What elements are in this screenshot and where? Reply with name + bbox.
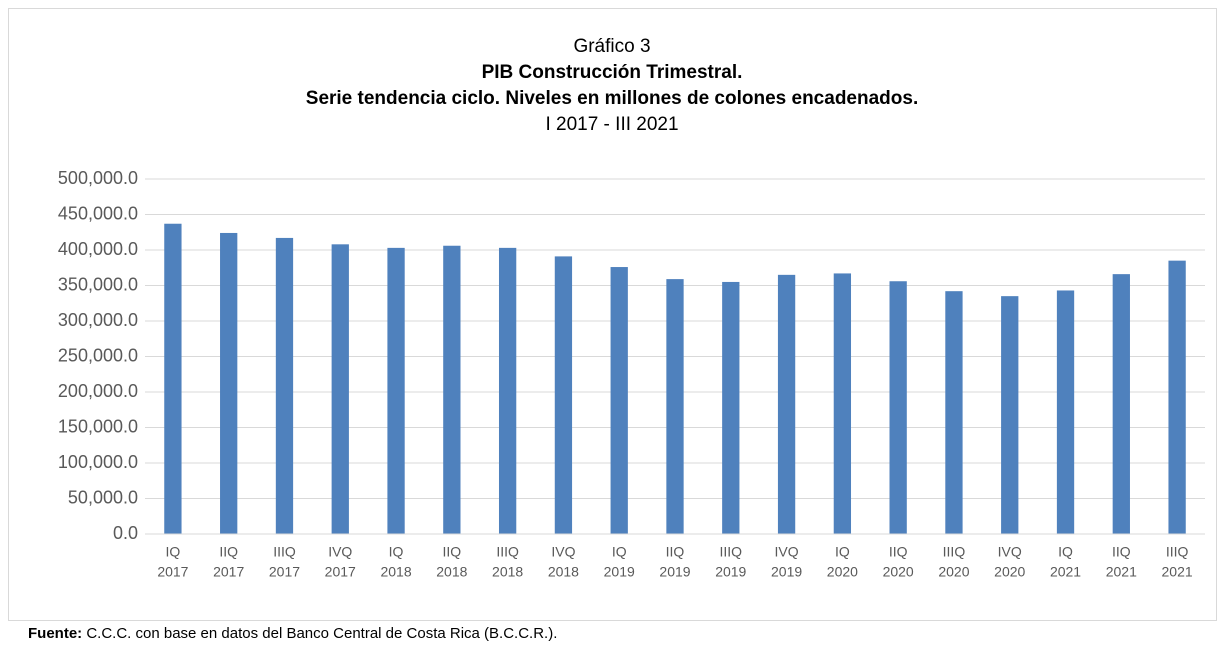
bar — [387, 247, 405, 534]
bar — [1001, 296, 1019, 534]
x-tick-label: 2018 — [436, 564, 467, 580]
x-tick-label: 2019 — [659, 564, 690, 580]
bar — [833, 273, 852, 534]
x-tick-label: 2020 — [938, 564, 969, 580]
x-tick-label: 2018 — [492, 564, 523, 580]
bar — [275, 237, 294, 534]
x-tick-label: IIIQ — [273, 544, 296, 560]
chart-subtitle: Serie tendencia ciclo. Niveles en millon… — [306, 88, 918, 109]
x-tick-label: 2019 — [604, 564, 635, 580]
x-tick-label: IIQ — [1112, 544, 1131, 560]
chart-title: Gráfico 3 — [573, 36, 650, 57]
y-tick-label: 450,000.0 — [58, 203, 138, 223]
bar — [610, 267, 628, 534]
x-tick-label: 2019 — [771, 564, 802, 580]
bar — [777, 274, 796, 534]
chart-subtitle: PIB Construcción Trimestral. — [482, 62, 743, 83]
x-tick-label: IQ — [612, 544, 627, 560]
x-tick-label: IQ — [166, 544, 181, 560]
source-note: Fuente: C.C.C. con base en datos del Ban… — [28, 625, 557, 642]
x-tick-label: IQ — [835, 544, 850, 560]
x-tick-label: IIQ — [219, 544, 238, 560]
source-text: C.C.C. con base en datos del Banco Centr… — [82, 625, 557, 642]
y-tick-label: 300,000.0 — [58, 310, 138, 330]
x-tick-label: IVQ — [775, 544, 799, 560]
x-tick-label: IIIQ — [496, 544, 519, 560]
x-tick-label: 2017 — [325, 564, 356, 580]
x-tick-label: 2020 — [883, 564, 914, 580]
bar — [220, 232, 238, 534]
x-tick-label: 2018 — [548, 564, 579, 580]
x-tick-label: IVQ — [998, 544, 1022, 560]
y-tick-label: 100,000.0 — [58, 452, 138, 472]
bar — [164, 223, 182, 535]
bar — [498, 247, 517, 534]
bar — [331, 244, 349, 534]
chart-frame — [8, 8, 1217, 621]
x-tick-label: 2021 — [1050, 564, 1081, 580]
y-tick-label: 50,000.0 — [68, 487, 138, 507]
x-tick-label: 2018 — [380, 564, 411, 580]
x-tick-label: 2020 — [994, 564, 1025, 580]
y-tick-label: 250,000.0 — [58, 345, 138, 365]
bar — [1112, 274, 1130, 534]
x-tick-label: IIQ — [443, 544, 462, 560]
bar — [1168, 260, 1186, 534]
bar — [945, 291, 963, 534]
x-tick-label: 2017 — [269, 564, 300, 580]
y-tick-label: 500,000.0 — [58, 168, 138, 188]
bar — [1056, 290, 1075, 534]
chart-period: I 2017 - III 2021 — [545, 114, 678, 135]
bar — [666, 279, 684, 534]
x-tick-label: IIIQ — [1166, 544, 1189, 560]
x-tick-label: IIIQ — [943, 544, 966, 560]
y-tick-label: 200,000.0 — [58, 381, 138, 401]
x-tick-label: IVQ — [328, 544, 352, 560]
bar — [722, 281, 740, 534]
x-tick-label: IIQ — [889, 544, 908, 560]
x-tick-label: 2017 — [213, 564, 244, 580]
x-tick-label: 2020 — [827, 564, 858, 580]
x-tick-label: IVQ — [551, 544, 575, 560]
bar — [554, 256, 573, 534]
source-label: Fuente: — [28, 625, 82, 642]
y-tick-label: 350,000.0 — [58, 274, 138, 294]
x-tick-label: IQ — [1058, 544, 1073, 560]
y-tick-label: 150,000.0 — [58, 416, 138, 436]
bar — [889, 281, 907, 534]
x-tick-label: 2019 — [715, 564, 746, 580]
bar — [443, 245, 461, 535]
x-tick-label: IIIQ — [720, 544, 743, 560]
y-tick-label: 400,000.0 — [58, 239, 138, 259]
x-tick-label: 2021 — [1106, 564, 1137, 580]
y-tick-label: 0.0 — [113, 523, 138, 543]
x-tick-label: IIQ — [666, 544, 685, 560]
x-tick-label: IQ — [389, 544, 404, 560]
x-tick-label: 2017 — [157, 564, 188, 580]
x-tick-label: 2021 — [1162, 564, 1193, 580]
